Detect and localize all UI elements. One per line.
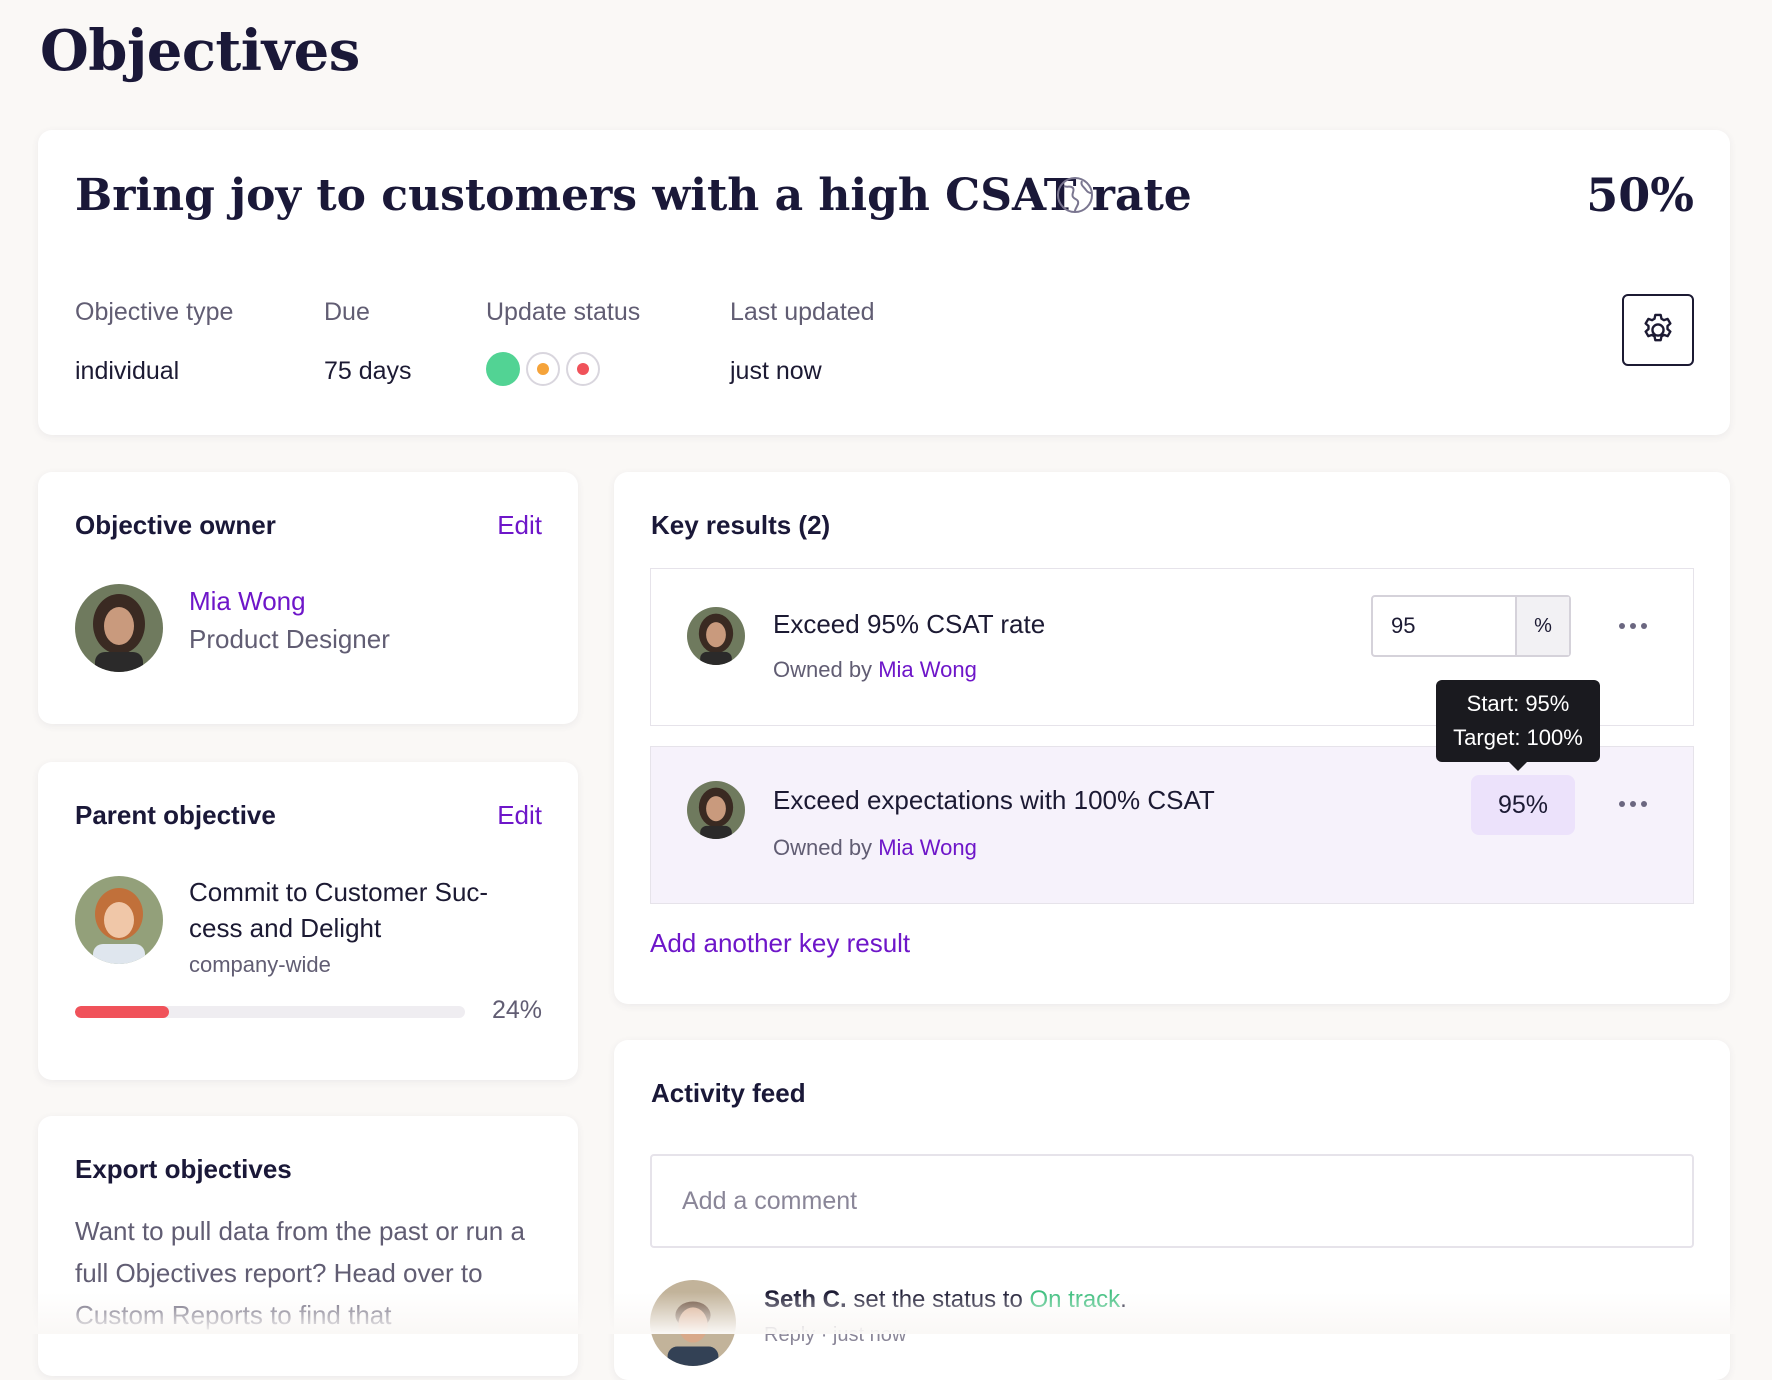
activity-actor[interactable]: Seth C. <box>764 1286 847 1313</box>
avatar <box>687 781 745 839</box>
tooltip-start: Start: 95% <box>1466 691 1570 716</box>
key-result-value-input[interactable] <box>1373 597 1515 655</box>
key-result-owner-link[interactable]: Mia Wong <box>878 657 977 682</box>
parent-objective-card: Parent objective Edit Commit to Customer… <box>38 762 578 1080</box>
owned-by-label: Owned by <box>773 835 873 860</box>
meta-label-due: Due <box>324 298 370 326</box>
key-result-unit: % <box>1515 597 1569 655</box>
meta-label-status: Update status <box>486 298 641 326</box>
status-at-risk-button[interactable] <box>526 352 560 386</box>
key-result-value-field: % <box>1371 595 1571 657</box>
meta-value-due: 75 days <box>324 357 412 385</box>
avatar <box>687 607 745 665</box>
export-description: Want to pull data from the past or run a… <box>75 1216 525 1330</box>
export-heading: Export objectives <box>75 1154 292 1184</box>
status-selector <box>486 352 600 386</box>
gear-icon <box>1644 313 1672 342</box>
more-options-button[interactable] <box>1611 611 1655 641</box>
key-results-heading: Key results (2) <box>651 510 831 540</box>
key-result-owner-link[interactable]: Mia Wong <box>878 835 977 860</box>
parent-progress-bar <box>75 1006 465 1018</box>
key-result-owner: Owned by Mia Wong <box>773 657 977 683</box>
avatar <box>75 876 163 964</box>
key-result-owner: Owned by Mia Wong <box>773 835 977 861</box>
meta-label-type: Objective type <box>75 298 234 326</box>
owner-role: Product Designer <box>189 624 390 654</box>
objective-percent: 50% <box>1586 168 1694 222</box>
activity-heading: Activity feed <box>651 1078 806 1108</box>
owner-name-link[interactable]: Mia Wong <box>189 586 306 616</box>
parent-objective-scope: company-wide <box>189 952 331 977</box>
tooltip-target: Target: 100% <box>1453 725 1583 750</box>
key-result-tooltip: Start: 95% Target: 100% <box>1436 680 1600 771</box>
objective-owner-card: Objective owner Edit Mia Wong Product De… <box>38 472 578 724</box>
parent-progress-fill <box>75 1006 169 1018</box>
key-result-title[interactable]: Exceed 95% CSAT rate <box>773 609 1046 639</box>
settings-button[interactable] <box>1622 294 1694 366</box>
key-result-title[interactable]: Exceed expectations with 100% CSAT <box>773 785 1215 815</box>
ellipsis-icon <box>1619 801 1625 807</box>
more-options-button[interactable] <box>1611 789 1655 819</box>
activity-feed-card: Activity feed Seth C. set the status to … <box>614 1040 1730 1380</box>
parent-progress-label: 24% <box>491 996 542 1024</box>
activity-action: set the status to <box>853 1286 1023 1313</box>
avatar <box>650 1280 736 1366</box>
activity-meta: Reply · just now <box>764 1324 907 1346</box>
key-result-value-pill[interactable]: 95% <box>1471 775 1575 835</box>
status-off-track-button[interactable] <box>566 352 600 386</box>
activity-entry: Seth C. set the status to On track. <box>764 1286 1127 1314</box>
status-on-track-button[interactable] <box>486 352 520 386</box>
activity-status: On track <box>1029 1286 1121 1313</box>
page-title: Objectives <box>40 18 360 84</box>
ellipsis-icon <box>1619 623 1625 629</box>
meta-label-updated: Last updated <box>730 298 875 326</box>
meta-value-updated: just now <box>730 357 822 385</box>
objective-title: Bring joy to customers with a high CSAT … <box>75 170 1192 221</box>
owner-edit-link[interactable]: Edit <box>497 510 542 540</box>
parent-objective-title[interactable]: Commit to Customer Suc-cess and Delight <box>189 877 489 943</box>
add-key-result-link[interactable]: Add another key result <box>650 928 911 958</box>
parent-edit-link[interactable]: Edit <box>497 800 542 830</box>
comment-box <box>650 1154 1694 1248</box>
comment-input[interactable] <box>652 1156 1692 1246</box>
owner-heading: Objective owner <box>75 510 276 540</box>
meta-value-type: individual <box>75 357 180 385</box>
globe-icon[interactable] <box>1056 176 1094 214</box>
objective-header-card: Bring joy to customers with a high CSAT … <box>38 130 1730 435</box>
parent-heading: Parent objective <box>75 800 276 830</box>
key-result-row[interactable]: Exceed expectations with 100% CSAT Owned… <box>650 746 1694 904</box>
activity-end: . <box>1120 1286 1127 1313</box>
owned-by-label: Owned by <box>773 657 873 682</box>
avatar <box>75 584 163 672</box>
export-objectives-card: Export objectives Want to pull data from… <box>38 1116 578 1376</box>
